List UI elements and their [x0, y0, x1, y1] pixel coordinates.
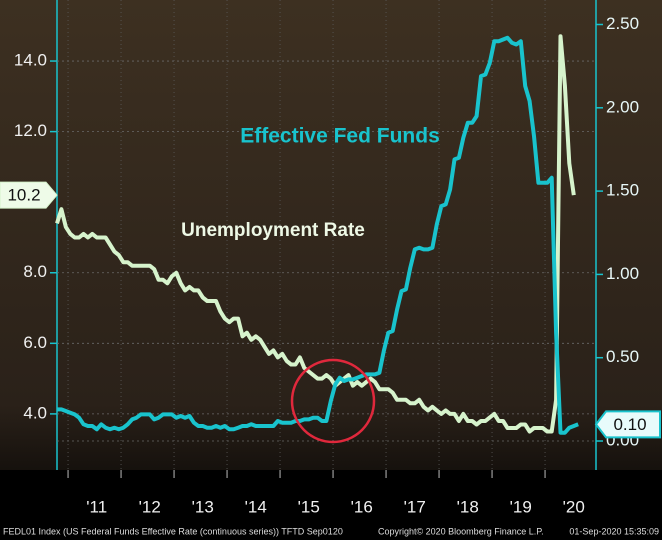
- x-tick-label: '20: [563, 497, 585, 516]
- x-tick-label: '13: [192, 497, 214, 516]
- x-tick-label: '19: [510, 497, 532, 516]
- footer: 01-Sep-2020 15:35:09: [569, 526, 659, 536]
- y-tick-label: 14.0: [14, 51, 47, 70]
- y-tick-label: 8.0: [23, 262, 47, 281]
- x-tick-label: '14: [245, 497, 267, 516]
- y-tick-label: 4.0: [23, 403, 47, 422]
- last-value-label: 0.10: [613, 415, 646, 434]
- highlight-circle: [290, 358, 376, 444]
- y-tick-label: 6.0: [23, 333, 47, 352]
- y-tick-label: 12.0: [14, 121, 47, 140]
- x-tick-label: '11: [86, 497, 107, 516]
- x-tick-label: '17: [404, 497, 426, 516]
- x-tick-label: '12: [139, 497, 161, 516]
- footer: FEDL01 Index (US Federal Funds Effective…: [3, 526, 343, 536]
- series-line: [55, 34, 576, 434]
- last-value-label: 10.2: [7, 186, 40, 205]
- series-line: [57, 35, 579, 435]
- axis-band: [0, 470, 662, 540]
- y2-tick-label: 2.50: [606, 14, 639, 33]
- footer: Copyright© 2020 Bloomberg Finance L.P.: [378, 526, 544, 536]
- annotation: Effective Fed Funds: [240, 125, 440, 148]
- x-tick-label: '16: [351, 497, 373, 516]
- y2-tick-label: 2.00: [606, 97, 639, 116]
- y2-tick-label: 1.50: [606, 181, 639, 200]
- y2-tick-label: 0.50: [606, 347, 639, 366]
- last-value-tag: [594, 410, 661, 439]
- last-value-tag: [0, 181, 58, 209]
- y2-tick-label: 1.00: [606, 264, 639, 283]
- x-tick-label: '15: [298, 497, 320, 516]
- x-tick-label: '18: [457, 497, 479, 516]
- annotation: Unemployment Rate: [181, 220, 365, 241]
